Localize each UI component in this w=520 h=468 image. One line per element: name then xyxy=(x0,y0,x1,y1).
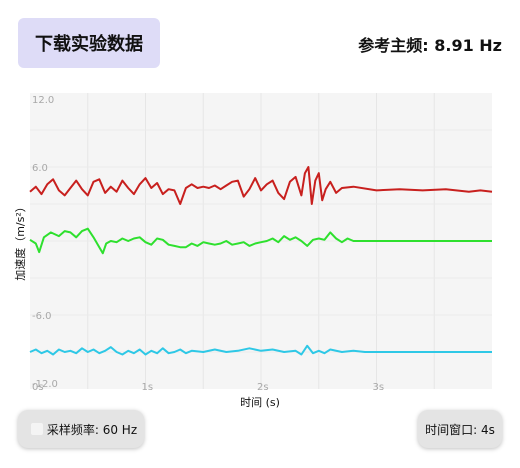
tick-layer: 12.0 6.0 -6.0 -12.00s 1s 2s 3s xyxy=(32,95,384,393)
acceleration-chart: 12.0 6.0 -6.0 -12.0 0s 1s 2s 3s 时间 (s) 加速度（m/s²… xyxy=(0,84,520,414)
time-window-label: 时间窗口: 4s xyxy=(425,422,495,437)
chart-svg: 12.0 6.0 -6.0 -12.00s 1s 2s 3s 时间 (s) 加速度（m/s²… xyxy=(13,93,493,409)
y-tick-label: -12.0 xyxy=(32,379,58,390)
series-line-green xyxy=(29,227,492,255)
sample-rate-pill[interactable]: 采样频率: 60 Hz xyxy=(18,410,144,448)
x-tick-label: 1s xyxy=(142,382,154,393)
series-layer xyxy=(29,166,493,356)
series-line-cyan xyxy=(29,344,492,356)
x-tick-label: 2s xyxy=(257,382,269,393)
x-tick-label: 3s xyxy=(373,382,385,393)
y-tick-label: -6.0 xyxy=(32,311,52,322)
series-line-red xyxy=(29,166,493,205)
reference-frequency-label: 参考主频: 8.91 Hz xyxy=(358,36,502,55)
download-data-button[interactable]: 下载实验数据 xyxy=(18,18,160,68)
y-tick-label: 12.0 xyxy=(32,95,54,106)
x-axis-title: 时间 (s) xyxy=(240,396,280,409)
x-tick-label: 0s xyxy=(32,382,44,393)
sample-rate-swatch xyxy=(30,423,43,435)
time-window-pill[interactable]: 时间窗口: 4s xyxy=(418,410,502,448)
sample-rate-label: 采样频率: 60 Hz xyxy=(46,422,138,437)
y-axis-title: 加速度（m/s²） xyxy=(13,201,27,281)
y-tick-label: 6.0 xyxy=(32,163,48,174)
